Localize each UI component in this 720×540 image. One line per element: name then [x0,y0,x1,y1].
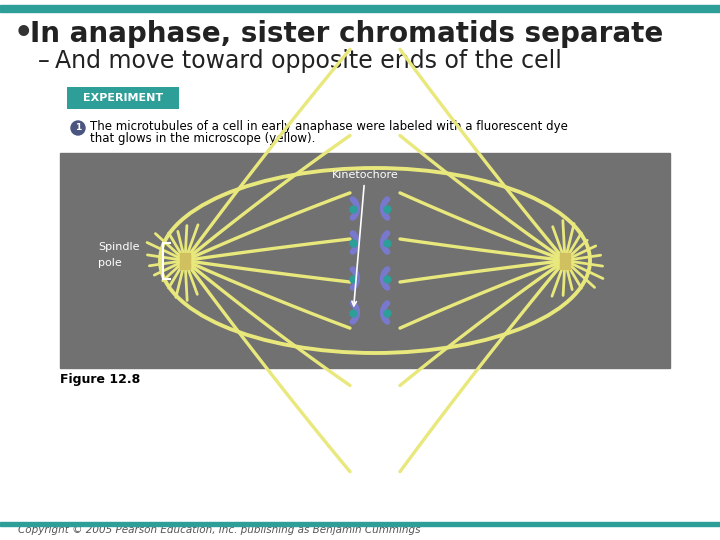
Circle shape [71,121,85,135]
Bar [180,253,190,258]
Text: Figure 12.8: Figure 12.8 [60,373,140,386]
Bar [60,153,670,368]
Text: And move toward opposite ends of the cell: And move toward opposite ends of the cel… [55,49,562,73]
Bar [560,253,570,258]
Text: that glows in the microscope (yellow).: that glows in the microscope (yellow). [90,132,315,145]
Text: pole: pole [98,259,122,268]
Text: EXPERIMENT: EXPERIMENT [83,93,163,103]
FancyBboxPatch shape [67,87,179,109]
Bar [560,264,570,268]
Text: Copyright © 2005 Pearson Education, Inc. publishing as Benjamin Cummings: Copyright © 2005 Pearson Education, Inc.… [18,525,420,535]
Bar [0,522,720,526]
Bar [180,264,190,268]
Text: Spindle: Spindle [98,242,140,253]
Text: 1: 1 [75,124,81,132]
Bar [0,5,720,12]
Text: In anaphase, sister chromatids separate: In anaphase, sister chromatids separate [30,20,663,48]
Bar [560,255,570,266]
Bar [180,255,190,266]
Text: The microtubules of a cell in early anaphase were labeled with a fluorescent dye: The microtubules of a cell in early anap… [90,120,568,133]
Text: Kinetochore: Kinetochore [332,170,398,306]
Text: •: • [14,19,34,49]
Text: –: – [38,49,50,73]
